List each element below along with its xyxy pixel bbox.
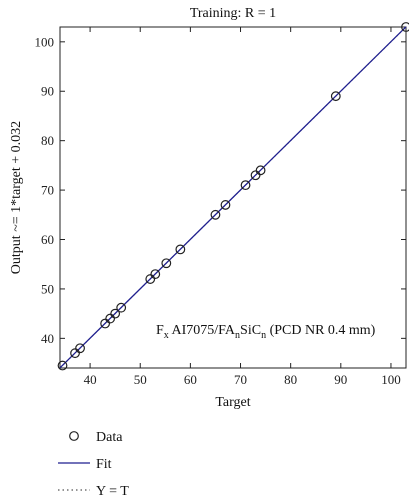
y-axis-title: Output ~= 1*target + 0.032 — [9, 121, 24, 274]
annotation-prefix-sub: x — [164, 330, 169, 341]
annotation-text3: (PCD NR 0.4 mm) — [266, 323, 376, 338]
data-point — [145, 274, 156, 284]
x-axis-title: Target — [215, 395, 250, 410]
x-axis: 40 50 60 70 80 90 100 — [84, 27, 401, 387]
plot-frame — [59, 26, 407, 369]
annotation-prefix: F — [156, 323, 164, 338]
annotation-sub1: n — [235, 330, 240, 341]
y-tick-label: 90 — [41, 84, 54, 99]
data-point — [220, 200, 231, 210]
data-points — [57, 22, 409, 371]
y-tick-label: 100 — [35, 34, 55, 49]
y-tick-label: 70 — [41, 183, 54, 198]
data-point — [255, 165, 266, 176]
data-point — [330, 91, 341, 102]
annotation-text1: AI7075/FA — [169, 323, 236, 338]
legend-circle-marker-icon — [69, 431, 79, 441]
legend-item-yt: Y = T — [58, 484, 129, 499]
data-point — [150, 269, 161, 280]
x-tick-label: 60 — [184, 372, 197, 387]
legend-item-fit: Fit — [58, 457, 112, 472]
x-tick-label: 100 — [381, 372, 401, 387]
legend-label-fit: Fit — [96, 457, 112, 472]
y-tick-label: 80 — [41, 133, 54, 148]
data-point — [57, 360, 68, 371]
data-point — [100, 318, 111, 329]
data-point — [116, 302, 127, 313]
y-tick-label: 40 — [41, 331, 54, 346]
data-point — [175, 244, 186, 255]
legend-label-yt: Y = T — [96, 484, 129, 499]
legend-label-data: Data — [96, 430, 123, 445]
y-tick-label: 60 — [41, 232, 54, 247]
legend-item-data: Data — [69, 430, 123, 445]
annotation-text2: SiC — [240, 323, 261, 338]
chart-title: Training: R = 1 — [190, 6, 276, 21]
plot-annotation: Fx AI7075/FAnSiCn (PCD NR 0.4 mm) — [156, 323, 376, 341]
data-point — [250, 170, 261, 181]
data-point — [240, 180, 251, 191]
y-axis: 40 50 60 70 80 90 100 — [35, 34, 406, 346]
legend: Data Fit Y = T — [58, 430, 129, 499]
x-tick-label: 80 — [284, 372, 297, 387]
data-point — [75, 343, 85, 354]
x-tick-label: 90 — [334, 372, 347, 387]
data-point — [401, 22, 409, 32]
y-tick-label: 50 — [41, 281, 54, 296]
data-point — [70, 348, 80, 359]
plot-area: 40 50 60 70 80 90 100 40 50 60 70 80 90 100 Fx AI707… — [35, 22, 409, 387]
data-point — [105, 313, 116, 324]
annotation-sub2: n — [261, 330, 266, 341]
data-point — [161, 258, 172, 269]
data-point — [110, 308, 121, 319]
x-tick-label: 70 — [234, 372, 247, 387]
x-tick-label: 50 — [134, 372, 147, 387]
x-tick-label: 40 — [84, 372, 97, 387]
data-point — [210, 209, 221, 220]
